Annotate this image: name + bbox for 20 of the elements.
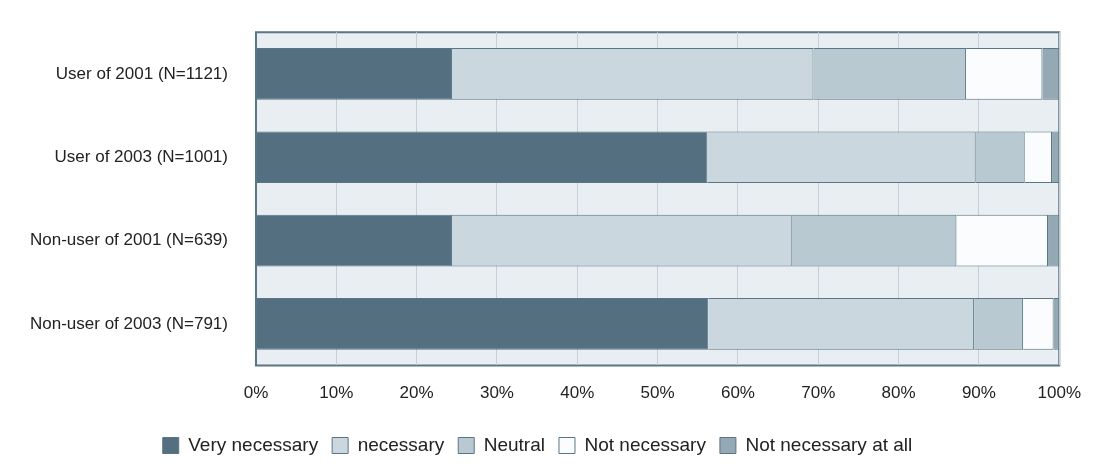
x-tick-label: 80% <box>881 383 916 403</box>
y-tick-label: User of 2001 (N=1121) <box>55 63 228 83</box>
x-tick-label: 20% <box>399 383 434 403</box>
legend-label: Neutral <box>483 433 545 455</box>
legend-label: necessary <box>357 433 445 455</box>
y-tick-label: Non-user of 2001 (N=639) <box>29 230 228 250</box>
x-tick-label: 90% <box>961 383 996 403</box>
x-tick-label: 70% <box>801 383 836 403</box>
x-tick-label: 10% <box>319 383 354 403</box>
y-tick-label: Non-user of 2003 (N=791) <box>29 313 228 333</box>
x-tick-label: 100% <box>1037 383 1081 403</box>
x-tick-label: 60% <box>720 383 755 403</box>
y-tick-label: User of 2003 (N=1001) <box>54 146 228 166</box>
x-tick-label: 50% <box>640 383 675 403</box>
x-tick-label: 30% <box>479 383 514 403</box>
x-tick-label: 40% <box>560 383 595 403</box>
legend-label: Not necessary at all <box>745 433 913 455</box>
legend-label: Not necessary <box>584 433 707 455</box>
legend-label: Very necessary <box>188 433 319 455</box>
x-tick-label: 0% <box>243 383 269 403</box>
